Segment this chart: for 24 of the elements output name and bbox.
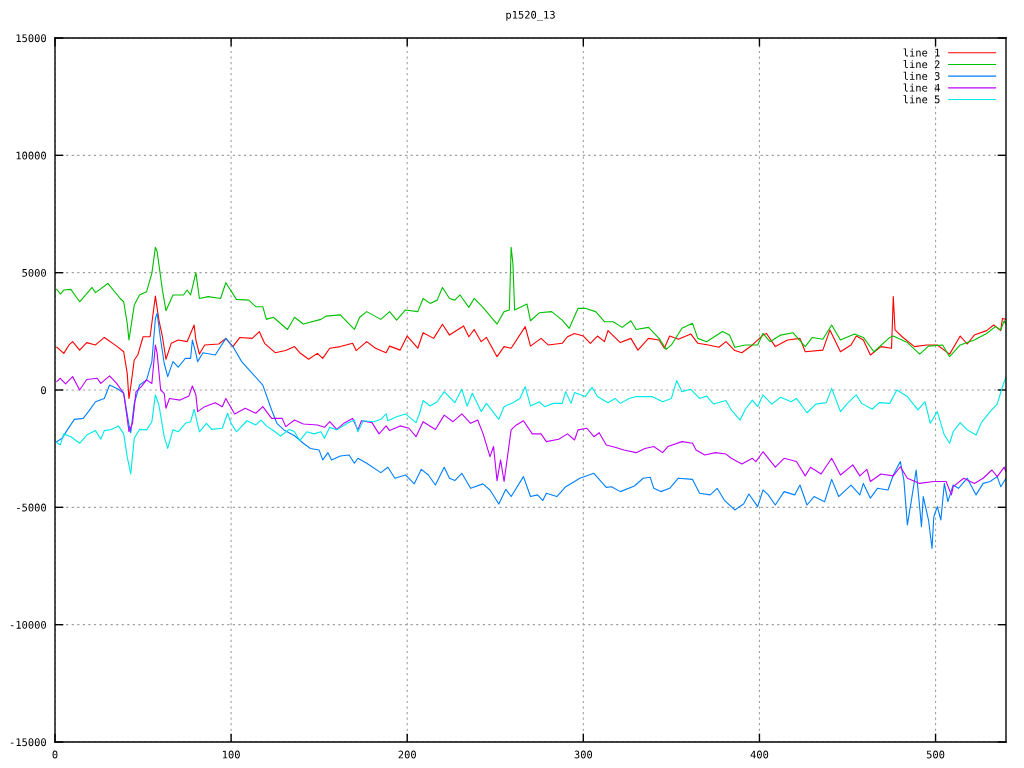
chart-title: p1520_13 — [506, 10, 555, 22]
x-tick-label: 0 — [52, 750, 58, 759]
legend-label: line 3 — [903, 71, 940, 80]
y-tick-label: -10000 — [10, 620, 46, 629]
x-tick-label: 300 — [574, 750, 593, 759]
line-series — [56, 246, 1006, 358]
line-series — [56, 295, 1006, 400]
y-tick-label: 0 — [41, 386, 46, 395]
x-tick-label: 400 — [750, 750, 769, 759]
x-tick-label: 500 — [926, 750, 945, 759]
y-tick-label: 15000 — [16, 34, 46, 43]
line-series — [56, 312, 1006, 549]
legend-label: line 4 — [903, 83, 940, 92]
legend-label: line 5 — [903, 95, 940, 104]
legend-label: line 1 — [903, 48, 940, 57]
y-tick-label: -5000 — [17, 503, 46, 512]
y-tick-label: 10000 — [16, 151, 46, 160]
line-series — [56, 344, 1006, 496]
x-tick-label: 200 — [398, 750, 416, 759]
y-tick-label: -15000 — [10, 738, 46, 747]
legend-label: line 2 — [903, 60, 940, 69]
y-tick-label: 5000 — [22, 268, 46, 277]
line-series — [56, 376, 1006, 475]
x-tick-label: 100 — [222, 750, 240, 759]
